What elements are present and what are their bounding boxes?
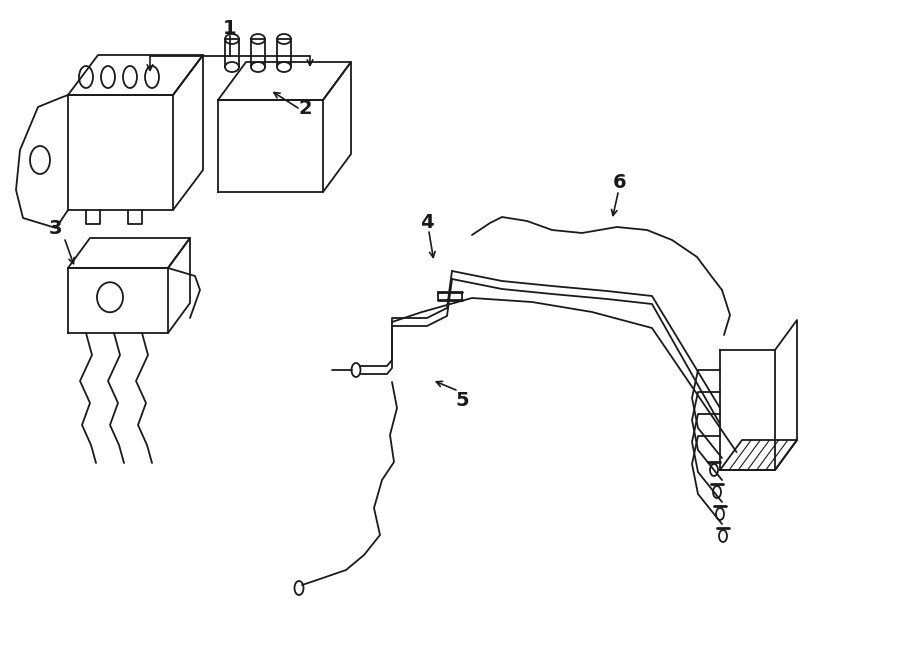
- Text: 1: 1: [223, 19, 237, 38]
- Text: 5: 5: [455, 391, 469, 410]
- Text: 3: 3: [49, 219, 62, 237]
- Text: 4: 4: [420, 212, 434, 231]
- Text: 2: 2: [298, 98, 311, 118]
- Text: 6: 6: [613, 173, 626, 192]
